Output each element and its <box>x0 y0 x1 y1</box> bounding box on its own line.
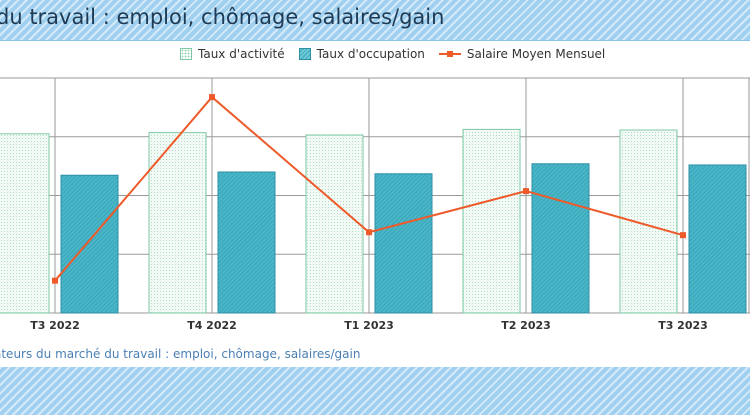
x-axis-tick-labels: T3 2022 T4 2022 T1 2023 T2 2023 T3 2023 <box>30 319 708 332</box>
x-tick-label: T3 2023 <box>658 319 708 332</box>
point-salaire-moyen-mensuel-t1-2023[interactable] <box>366 229 372 236</box>
x-tick-label: T4 2022 <box>187 319 237 332</box>
legend-swatch-taux-occupation <box>298 48 311 60</box>
point-salaire-moyen-mensuel-t3-2023[interactable] <box>680 232 686 239</box>
bar-taux-d-occupation-t4-2022[interactable] <box>217 171 276 314</box>
x-tick-label: T3 2022 <box>30 319 80 332</box>
footer-band <box>0 367 750 415</box>
bar-taux-d-activit-t3-2023[interactable] <box>619 129 678 314</box>
legend-swatch-taux-activite <box>180 48 192 60</box>
legend-item-taux-occupation[interactable]: Taux d'occupation <box>298 47 425 61</box>
chart-title: du travail : emploi, chômage, salaires/g… <box>0 5 445 29</box>
bar-taux-d-activit-t2-2023[interactable] <box>462 128 521 314</box>
bar-taux-d-occupation-t3-2023[interactable] <box>688 164 747 314</box>
legend-label-taux-activite: Taux d'activité <box>198 47 285 61</box>
bar-taux-d-occupation-t1-2023[interactable] <box>374 173 433 314</box>
point-salaire-moyen-mensuel-t4-2022[interactable] <box>209 94 215 101</box>
x-tick-label: T1 2023 <box>344 319 394 332</box>
bar-taux-d-activit-t3-2022[interactable] <box>0 133 50 314</box>
header-band: du travail : emploi, chômage, salaires/g… <box>0 0 750 41</box>
legend-swatch-salaire-moyen <box>438 48 461 60</box>
chart-plot: T3 2022 T4 2022 T1 2023 T2 2023 T3 2023 <box>0 77 750 332</box>
x-tick-label: T2 2023 <box>501 319 551 332</box>
source-note: ateurs du marché du travail : emploi, ch… <box>0 347 361 361</box>
legend-item-taux-activite[interactable]: Taux d'activité <box>180 47 285 61</box>
bar-taux-d-occupation-t3-2022[interactable] <box>60 174 119 314</box>
point-salaire-moyen-mensuel-t3-2022[interactable] <box>52 277 58 284</box>
legend-label-taux-occupation: Taux d'occupation <box>316 47 425 61</box>
bar-taux-d-activit-t1-2023[interactable] <box>305 134 364 314</box>
bar-taux-d-activit-t4-2022[interactable] <box>148 132 207 314</box>
legend-item-salaire-moyen[interactable]: Salaire Moyen Mensuel <box>438 47 606 61</box>
point-salaire-moyen-mensuel-t2-2023[interactable] <box>523 188 529 195</box>
bar-series <box>0 128 747 314</box>
legend-label-salaire-moyen: Salaire Moyen Mensuel <box>466 47 606 61</box>
chart-legend: Taux d'activité Taux d'occupation Salair… <box>180 45 619 63</box>
salaire-line-series <box>52 94 686 284</box>
bar-taux-d-occupation-t2-2023[interactable] <box>531 163 590 314</box>
